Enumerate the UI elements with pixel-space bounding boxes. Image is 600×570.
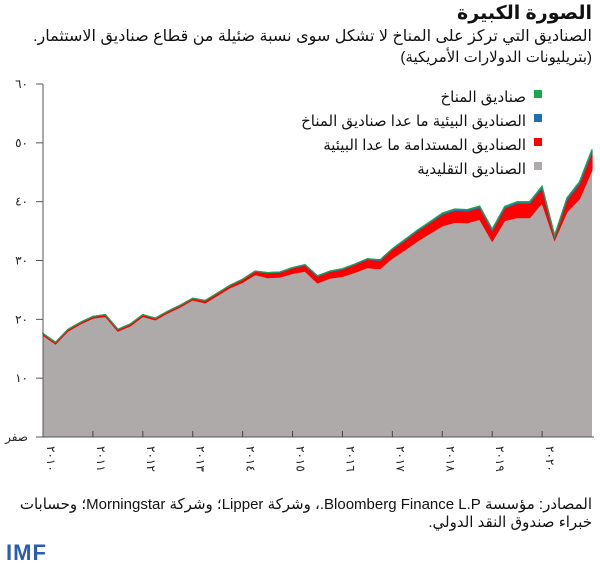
x-tick-label: ٢٠١٧ bbox=[393, 446, 407, 472]
x-tick-label: ٢٠١٥ bbox=[294, 446, 308, 472]
legend-item-environmental: الصناديق البيئية ما عدا صناديق المناخ bbox=[301, 112, 542, 136]
legend-item-conventional: الصناديق التقليدية bbox=[301, 160, 542, 184]
legend-label: الصناديق التقليدية bbox=[417, 161, 526, 178]
y-tick-label: صفر bbox=[4, 430, 28, 445]
legend-swatch-conventional bbox=[534, 162, 542, 170]
legend-swatch-environmental bbox=[534, 114, 542, 122]
source-note: المصادر: مؤسسة Bloomberg Finance L.P.، و… bbox=[19, 496, 592, 531]
chart-areas bbox=[42, 149, 593, 437]
y-tick-label: ٣٠ bbox=[15, 254, 28, 268]
legend-label: صناديق المناخ bbox=[440, 89, 526, 106]
chart-title: الصورة الكبيرة bbox=[457, 3, 592, 24]
chart-unit-label: (بتريليونات الدولارات الأمريكية) bbox=[400, 49, 592, 66]
area-series-3 bbox=[42, 149, 593, 344]
y-tick-label: ٢٠ bbox=[15, 312, 28, 326]
x-tick-label: ٢٠١٨ bbox=[443, 446, 457, 472]
legend-label: الصناديق المستدامة ما عدا البيئية bbox=[323, 137, 526, 154]
x-tick-label: ٢٠١٤ bbox=[244, 446, 258, 472]
y-tick-label: ١٠ bbox=[15, 371, 28, 385]
x-tick-label: ٢٠٢٠ bbox=[543, 446, 557, 472]
legend-label: الصناديق البيئية ما عدا صناديق المناخ bbox=[301, 113, 526, 130]
y-tick-label: ٤٠ bbox=[15, 195, 28, 209]
imf-logo: IMF bbox=[6, 540, 47, 565]
y-tick-label: ٦٠ bbox=[15, 77, 28, 91]
legend-item-climate: صناديق المناخ bbox=[301, 88, 542, 112]
area-series-0 bbox=[43, 169, 592, 437]
chart-legend: صناديق المناخ الصناديق البيئية ما عدا صن… bbox=[301, 88, 542, 184]
x-tick-label: ٢٠١٣ bbox=[194, 446, 208, 472]
chart-subtitle: الصناديق التي تركز على المناخ لا تشكل سو… bbox=[33, 28, 592, 45]
x-tick-label: ٢٠١١ bbox=[94, 446, 108, 472]
x-axis-ticks: ٢٠١٠ ٢٠١١ ٢٠١٢ ٢٠١٣ ٢٠١٤ ٢٠١٥ ٢٠١٦ ٢٠١٧ ٢٠١٨ ٢٠١٩… bbox=[44, 431, 557, 472]
x-tick-label: ٢٠١٠ bbox=[44, 446, 58, 472]
x-tick-label: ٢٠١٢ bbox=[144, 446, 158, 472]
x-tick-label: ٢٠١٩ bbox=[493, 446, 507, 472]
x-tick-label: ٢٠١٦ bbox=[343, 446, 357, 472]
legend-swatch-climate bbox=[534, 90, 542, 98]
legend-item-sustainable: الصناديق المستدامة ما عدا البيئية bbox=[301, 136, 542, 160]
y-axis-ticks: صفر ١٠ ٢٠ ٣٠ ٤٠ ٥٠ ٦٠ bbox=[4, 77, 43, 445]
legend-swatch-sustainable bbox=[534, 138, 542, 146]
y-tick-label: ٥٠ bbox=[15, 136, 28, 150]
stacked-area-chart: صفر ١٠ ٢٠ ٣٠ ٤٠ ٥٠ ٦٠ ٢٠١٠ ٢٠١١ ٢٠١٢ ٢٠١٣ ٢٠١٤ ٢٠١٥… bbox=[4, 77, 594, 472]
